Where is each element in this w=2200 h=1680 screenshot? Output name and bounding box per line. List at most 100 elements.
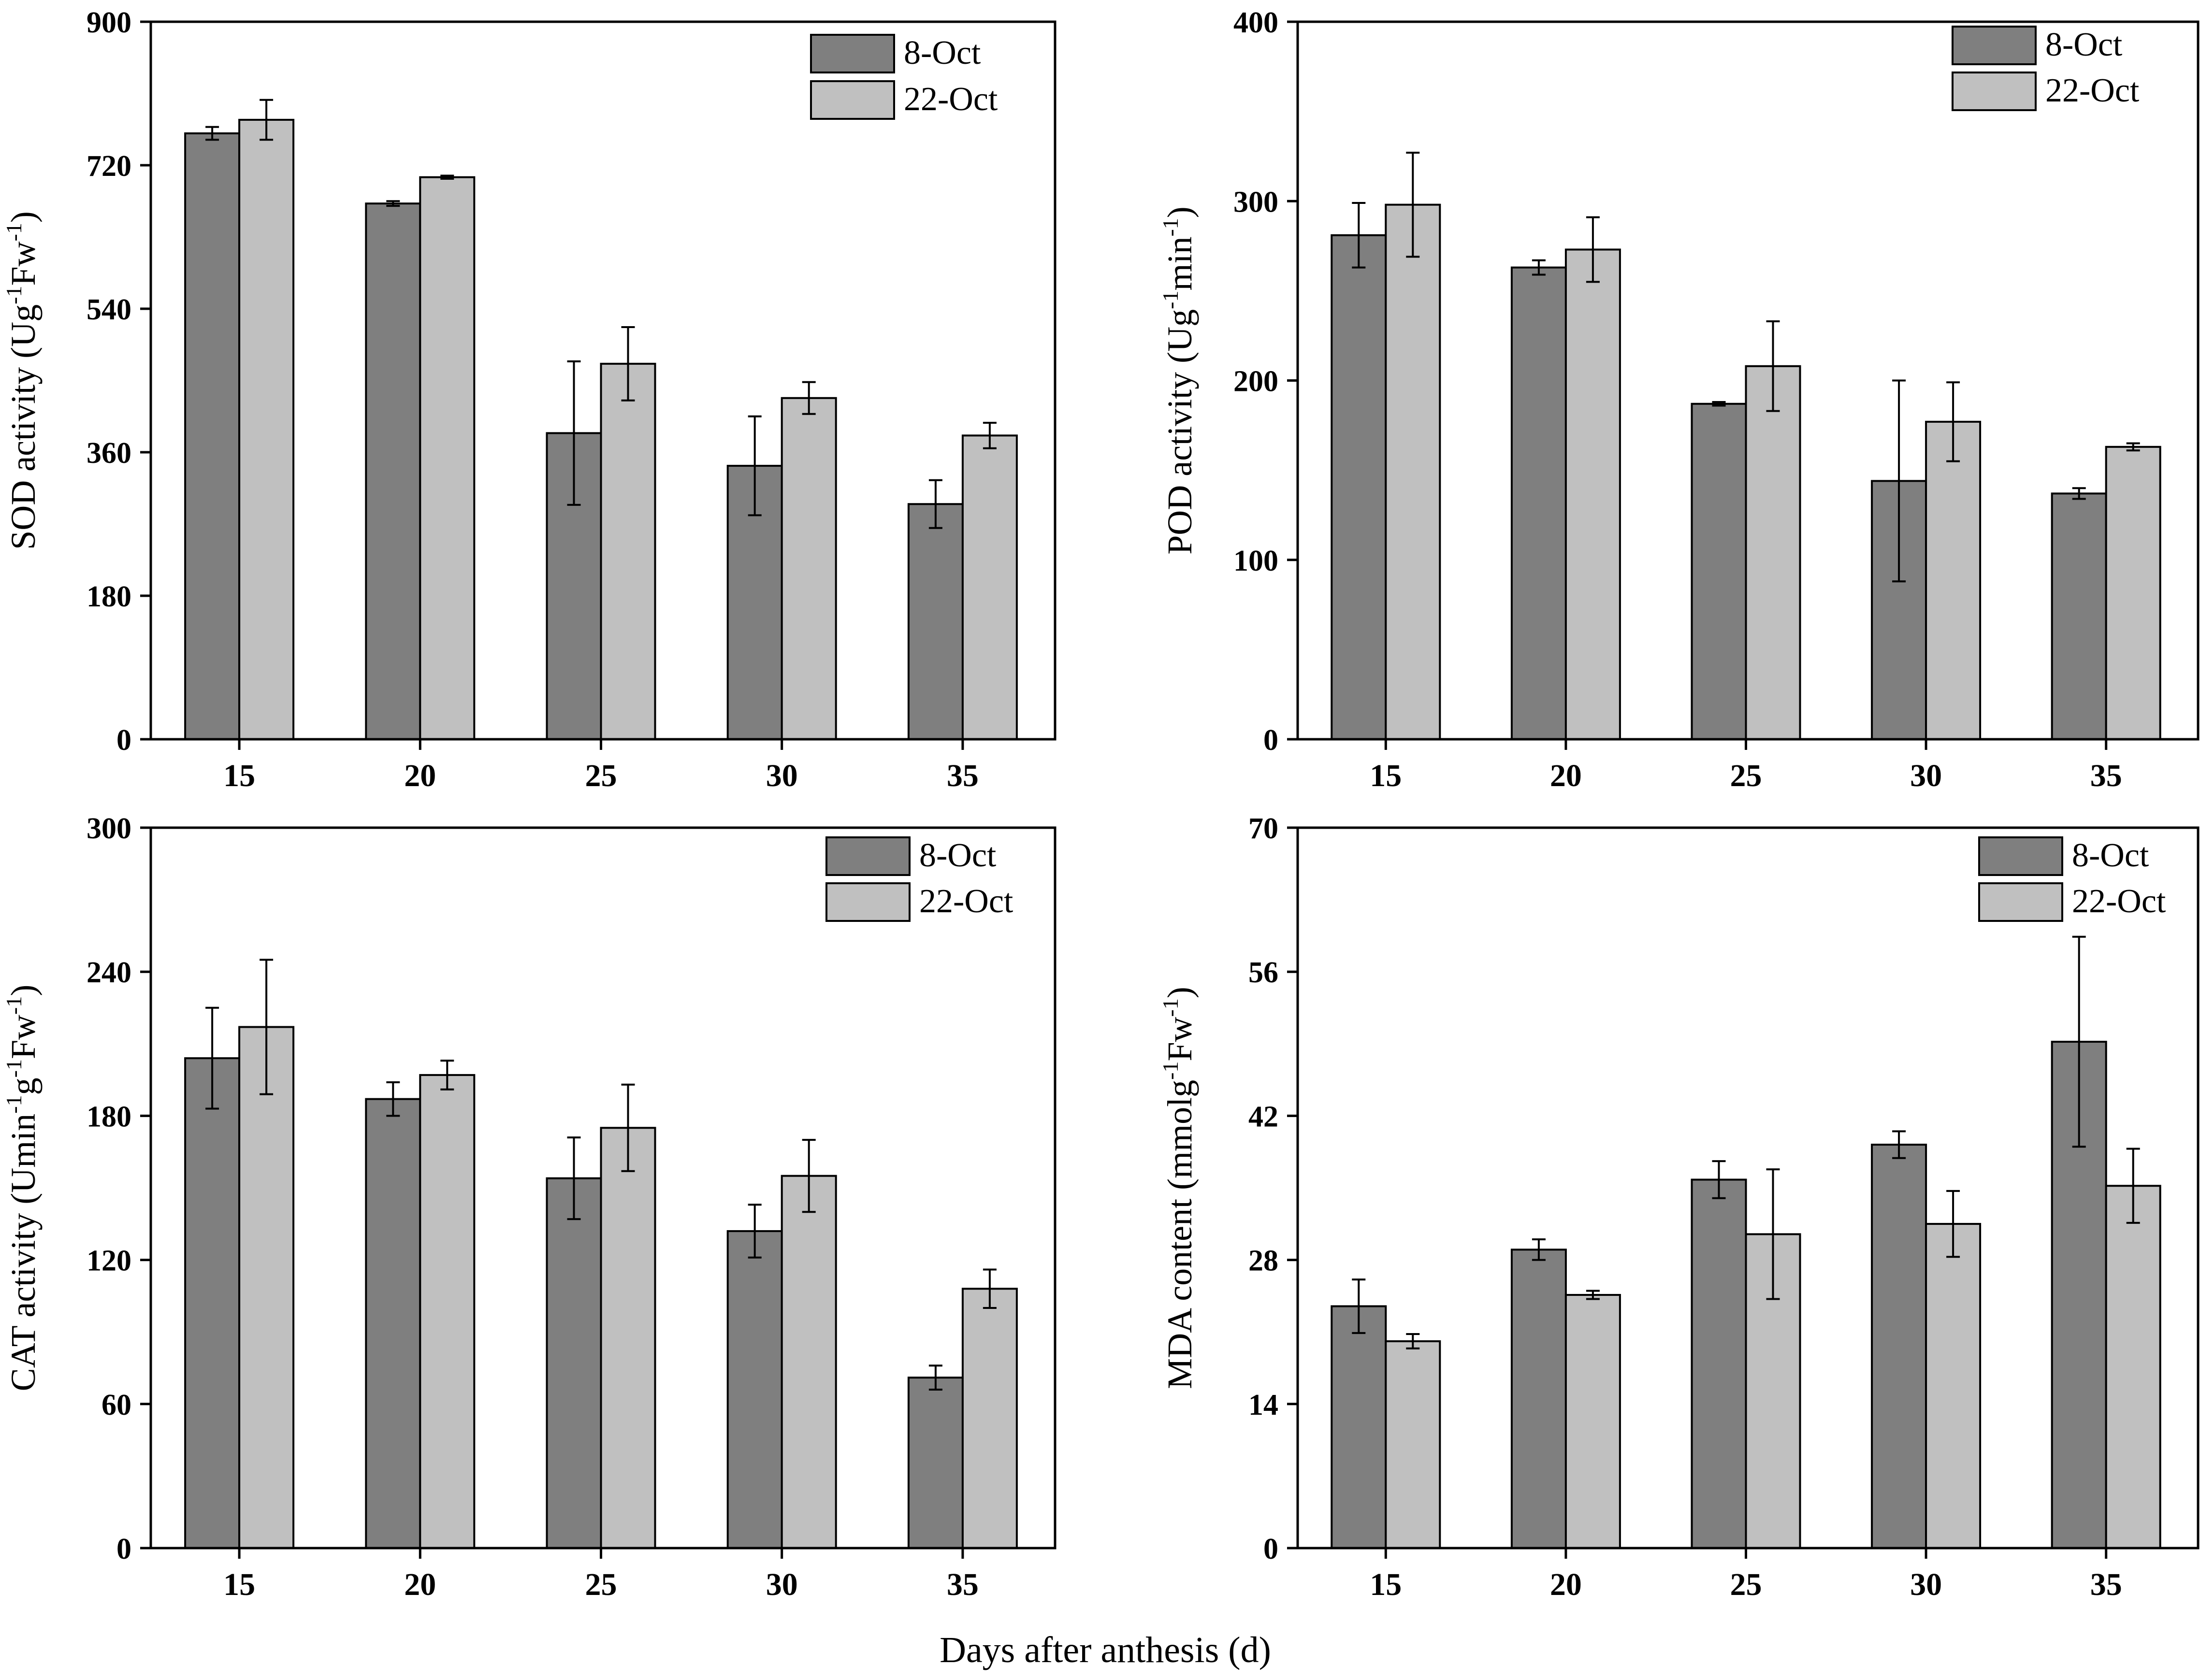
mda-bar-8-Oct-15	[1331, 1305, 1387, 1549]
cat-errorbar-8-Oct-20	[386, 1081, 400, 1117]
sod-x-tick-label: 35	[947, 758, 979, 793]
sod-y-tick-label: 0	[116, 724, 131, 757]
mda-y-tick-label: 70	[1248, 812, 1278, 845]
pod-errorbar-8-Oct-30	[1892, 379, 1906, 583]
sod-x-tick-label: 20	[404, 758, 436, 793]
pod-legend-swatch-8-Oct	[1952, 26, 2037, 65]
mda-x-tick-label: 15	[1370, 1567, 1402, 1602]
sod-bar-22-Oct-30	[781, 397, 837, 740]
sod-bar-8-Oct-20	[365, 202, 421, 741]
shared-x-axis-label: Days after anthesis (d)	[940, 1630, 1271, 1670]
mda-errorbar-22-Oct-35	[2126, 1148, 2140, 1224]
pod-y-axis-label: POD activity (Ug-1​min-1​)	[1158, 206, 1199, 555]
mda-legend-swatch-22-Oct	[1978, 882, 2063, 922]
mda-bar-8-Oct-30	[1871, 1144, 1927, 1550]
mda-y-tick-label: 14	[1248, 1389, 1278, 1422]
mda-x-tick-label: 35	[2090, 1567, 2122, 1602]
mda-y-axis-label: MDA content (mmolg-1​Fw-1​)	[1158, 987, 1199, 1389]
sod-bar-22-Oct-25	[600, 362, 656, 740]
cat-bar-8-Oct-30	[726, 1230, 783, 1549]
sod-y-tick-label: 540	[87, 293, 131, 326]
cat-x-tick-label: 25	[585, 1567, 617, 1602]
mda-bar-8-Oct-25	[1691, 1178, 1747, 1549]
mda-y-tick-label: 0	[1263, 1533, 1278, 1565]
cat-bar-22-Oct-20	[419, 1074, 476, 1549]
cat-bar-22-Oct-15	[238, 1026, 295, 1549]
sod-y-tick-label: 180	[87, 580, 131, 613]
sod-errorbar-22-Oct-25	[621, 326, 635, 402]
sod-y-axis-label: SOD activity (Ug-1​Fw-1​)	[1, 211, 43, 550]
sod-legend-label: 22-Oct	[904, 81, 998, 118]
sod-x-tick-label: 15	[223, 758, 255, 793]
cat-errorbar-8-Oct-30	[748, 1204, 762, 1259]
pod-errorbar-8-Oct-25	[1712, 401, 1726, 407]
mda-bar-22-Oct-30	[1925, 1223, 1982, 1550]
pod-errorbar-22-Oct-15	[1406, 152, 1420, 258]
cat-errorbar-8-Oct-25	[567, 1136, 581, 1221]
pod-x-tick-label: 35	[2090, 758, 2122, 793]
cat-y-tick-label: 240	[87, 956, 131, 989]
pod-errorbar-8-Oct-15	[1352, 201, 1366, 269]
sod-bar-22-Oct-15	[238, 118, 295, 741]
cat-errorbar-22-Oct-30	[802, 1139, 816, 1213]
mda-bar-22-Oct-35	[2105, 1185, 2161, 1549]
sod-bar-8-Oct-35	[907, 503, 964, 740]
cat-bar-22-Oct-30	[781, 1175, 837, 1549]
sod-bar-22-Oct-35	[961, 434, 1018, 740]
cat-y-tick-label: 0	[116, 1533, 131, 1565]
cat-bar-8-Oct-20	[365, 1098, 421, 1550]
pod-legend-label: 8-Oct	[2045, 26, 2123, 63]
sod-legend-swatch-8-Oct	[810, 34, 895, 73]
mda-y-tick-label: 56	[1248, 956, 1278, 989]
pod-legend: 8-Oct 22-Oct	[1952, 26, 2140, 111]
mda-y-tick-label: 42	[1248, 1100, 1278, 1133]
sod-x-tick-label: 30	[766, 758, 798, 793]
pod-errorbar-8-Oct-35	[2072, 487, 2086, 500]
mda-plot-frame	[1296, 826, 2200, 1550]
cat-y-tick-label: 180	[87, 1100, 131, 1133]
pod-y-tick-label: 100	[1233, 545, 1278, 577]
mda-y-tick-label: 28	[1248, 1245, 1278, 1278]
pod-y-tick-label: 200	[1233, 365, 1278, 398]
cat-bar-8-Oct-35	[907, 1377, 964, 1549]
cat-x-tick-label: 20	[404, 1567, 436, 1602]
pod-bar-8-Oct-20	[1510, 266, 1567, 740]
sod-errorbar-8-Oct-25	[567, 360, 581, 506]
cat-bar-8-Oct-25	[546, 1177, 602, 1550]
sod-legend: 8-Oct 22-Oct	[810, 34, 998, 120]
pod-bar-8-Oct-25	[1691, 402, 1747, 740]
sod-errorbar-8-Oct-35	[928, 479, 942, 529]
pod-errorbar-22-Oct-35	[2126, 442, 2140, 452]
pod-x-tick-label: 15	[1370, 758, 1402, 793]
sod-y-tick-label: 900	[87, 6, 131, 39]
mda-panel: 15 20 25 30 35 0 14 28 42 56 70 MDA content (mmolg-…	[1158, 812, 2200, 1602]
pod-errorbar-22-Oct-30	[1946, 381, 1960, 462]
sod-y-tick-label: 720	[87, 150, 131, 183]
mda-x-tick-label: 30	[1910, 1567, 1942, 1602]
pod-errorbar-22-Oct-20	[1586, 216, 1600, 283]
cat-panel: 15 20 25 30 35 0 60 120 180 240 300 CAT activity (U…	[1, 812, 1057, 1602]
mda-errorbar-22-Oct-25	[1766, 1168, 1780, 1300]
pod-x-tick-label: 30	[1910, 758, 1942, 793]
pod-legend-label: 22-Oct	[2045, 72, 2140, 109]
cat-legend-label: 22-Oct	[919, 883, 1013, 920]
sod-errorbar-22-Oct-20	[440, 174, 454, 180]
cat-errorbar-22-Oct-20	[440, 1060, 454, 1091]
pod-x-tick-label: 20	[1550, 758, 1582, 793]
pod-panel: 15 20 25 30 35 0 100 200 300 400 POD activity (Ug-…	[1158, 6, 2200, 793]
sod-legend-label: 8-Oct	[904, 34, 981, 72]
mda-bar-22-Oct-20	[1564, 1294, 1621, 1549]
mda-errorbar-22-Oct-15	[1406, 1333, 1420, 1350]
mda-errorbar-22-Oct-30	[1946, 1190, 1960, 1258]
pod-plot-frame	[1296, 20, 2200, 741]
pod-errorbar-8-Oct-20	[1532, 259, 1546, 276]
mda-errorbar-8-Oct-25	[1712, 1160, 1726, 1199]
sod-errorbar-8-Oct-15	[205, 126, 219, 141]
mda-legend: 8-Oct 22-Oct	[1978, 836, 2166, 922]
cat-legend-swatch-8-Oct	[825, 836, 911, 876]
cat-legend-swatch-22-Oct	[825, 882, 911, 922]
cat-errorbar-8-Oct-35	[928, 1364, 942, 1391]
mda-bar-22-Oct-15	[1385, 1340, 1441, 1550]
sod-errorbar-22-Oct-30	[802, 381, 816, 415]
